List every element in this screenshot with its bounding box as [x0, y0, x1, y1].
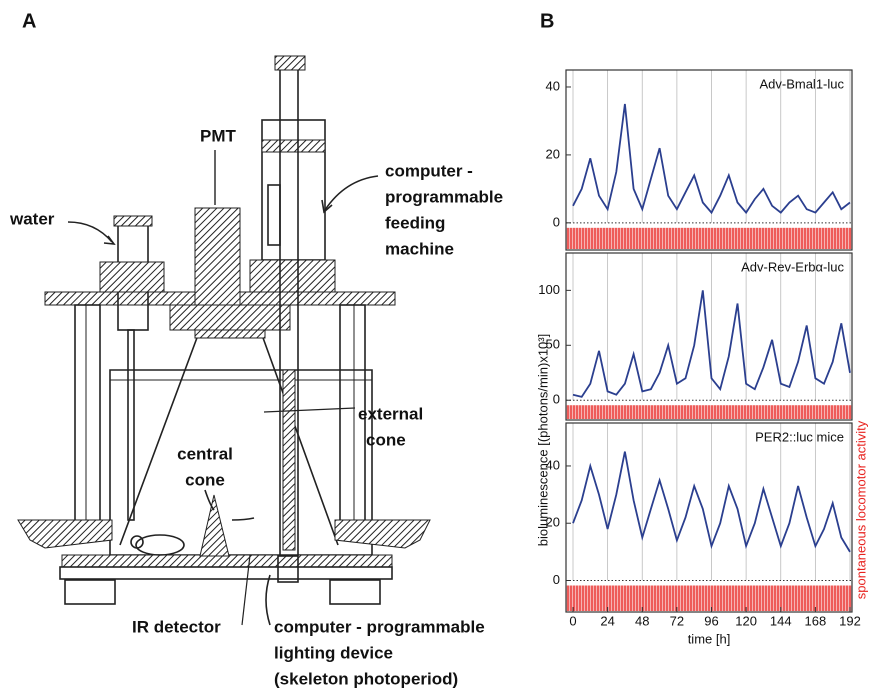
x-tick-label: 96 — [704, 613, 718, 628]
x-tick-label: 144 — [770, 613, 792, 628]
data-line — [572, 103, 851, 215]
x-tick-label: 120 — [735, 613, 757, 628]
plot-frame — [565, 252, 853, 421]
plot-frame — [565, 69, 853, 251]
x-tick-label: 168 — [805, 613, 827, 628]
activity-band — [566, 227, 852, 249]
x-tick-label: 0 — [569, 613, 576, 628]
annotation: computer - programmable — [274, 617, 485, 636]
y-tick-label: 40 — [546, 78, 560, 93]
annotation: external — [358, 404, 423, 423]
y-tick-label: 20 — [546, 515, 560, 530]
plot-frame — [565, 422, 853, 613]
annotation: programmable — [385, 187, 503, 206]
annotation: water — [9, 209, 55, 228]
y-tick-label: 0 — [553, 392, 560, 407]
activity-band — [566, 405, 852, 419]
apparatus-drawing — [17, 55, 431, 626]
x-tick-label: 192 — [839, 613, 861, 628]
annotation: lighting device — [274, 643, 393, 662]
annotation: computer - — [385, 161, 473, 180]
panel-title: Adv-Rev-Erbα-luc — [741, 259, 844, 274]
annotation: machine — [385, 239, 454, 258]
y-tick-label: 40 — [546, 457, 560, 472]
annotation: cone — [185, 470, 225, 489]
y-tick-label: 100 — [538, 282, 560, 297]
annotation: central — [177, 444, 233, 463]
data-line — [572, 451, 851, 553]
y2-axis-label: spontaneous locomotor activity — [853, 420, 868, 599]
x-axis-label: time [h] — [688, 631, 731, 646]
panel-label: A — [22, 10, 36, 32]
y-tick-label: 20 — [546, 146, 560, 161]
activity-band — [566, 585, 852, 611]
panel-title: PER2::luc mice — [755, 429, 844, 444]
annotation: cone — [366, 430, 406, 449]
annotation: IR detector — [132, 617, 221, 636]
panel-label: B — [540, 10, 554, 32]
data-line — [572, 290, 851, 398]
panel-title: Adv-Bmal1-luc — [759, 76, 844, 91]
y-tick-label: 0 — [553, 214, 560, 229]
annotation: PMT — [200, 126, 237, 145]
x-tick-label: 48 — [635, 613, 649, 628]
annotation: (skeleton photoperiod) — [274, 669, 458, 688]
y-axis-label: bioluminescence [(photons/min)x10³] — [535, 334, 550, 546]
y-tick-label: 0 — [553, 572, 560, 587]
x-tick-label: 24 — [600, 613, 614, 628]
x-tick-label: 72 — [670, 613, 684, 628]
y-tick-label: 50 — [546, 337, 560, 352]
annotation: feeding — [385, 213, 445, 232]
